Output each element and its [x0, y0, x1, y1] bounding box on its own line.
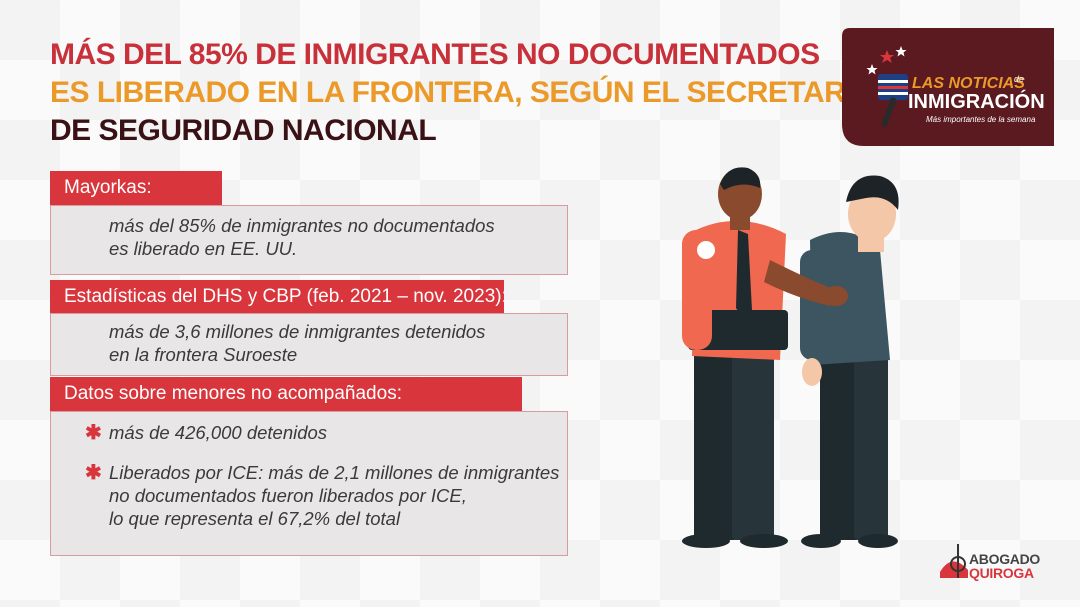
section-1-line-1: más del 85% de inmigrantes no documentad… [109, 215, 495, 236]
brand-line-1: ABOGADO [969, 551, 1041, 567]
headline-line-1: MÁS DEL 85% DE INMIGRANTES NO DOCUMENTAD… [50, 38, 820, 71]
asterisk-bullet-icon: ✱ [85, 462, 102, 484]
section-box-statistics: más de 3,6 millones de inmigrantes deten… [50, 313, 568, 376]
section-2-line-1: más de 3,6 millones de inmigrantes deten… [109, 321, 486, 342]
officer-escorting-man-illustration [640, 150, 920, 560]
headline: MÁS DEL 85% DE INMIGRANTES NO DOCUMENTAD… [50, 36, 877, 150]
asterisk-bullet-icon: ✱ [85, 422, 102, 444]
brand-logo: ABOGADO QUIROGA [938, 542, 1048, 582]
microphone-flag-icon [866, 46, 908, 127]
section-label-mayorkas: Mayorkas: [50, 171, 222, 205]
section-label-statistics: Estadísticas del DHS y CBP (feb. 2021 – … [50, 280, 507, 314]
section-label-minors: Datos sobre menores no acompañados: [50, 377, 522, 411]
section-2-line-2: en la frontera Suroeste [109, 344, 298, 365]
bullet-1-line-1: más de 426,000 detenidos [109, 422, 328, 443]
headline-line-3: DE SEGURIDAD NACIONAL [50, 114, 437, 147]
section-1-line-2: es liberado en EE. UU. [109, 238, 298, 259]
logo-line-2: INMIGRACIÓN [908, 89, 1045, 113]
logo-line-1: LAS NOTICIAS [912, 75, 1025, 92]
news-logo: LAS NOTICIAS de INMIGRACIÓN Más importan… [842, 28, 1054, 146]
brand-line-2: QUIROGA [969, 565, 1034, 581]
bullet-2-line-2: no documentados fueron liberados por ICE… [109, 485, 467, 506]
logo-connector: de [1014, 74, 1024, 84]
section-box-minors: ✱ más de 426,000 detenidos ✱ Liberados p… [50, 411, 568, 556]
headline-line-2: ES LIBERADO EN LA FRONTERA, SEGÚN EL SEC… [50, 76, 877, 109]
bullet-2-line-1: Liberados por ICE: más de 2,1 millones d… [109, 462, 560, 483]
bullet-2-line-3: lo que representa el 67,2% del total [109, 508, 401, 529]
section-box-mayorkas: más del 85% de inmigrantes no documentad… [50, 205, 568, 275]
logo-tagline: Más importantes de la semana [926, 115, 1036, 124]
